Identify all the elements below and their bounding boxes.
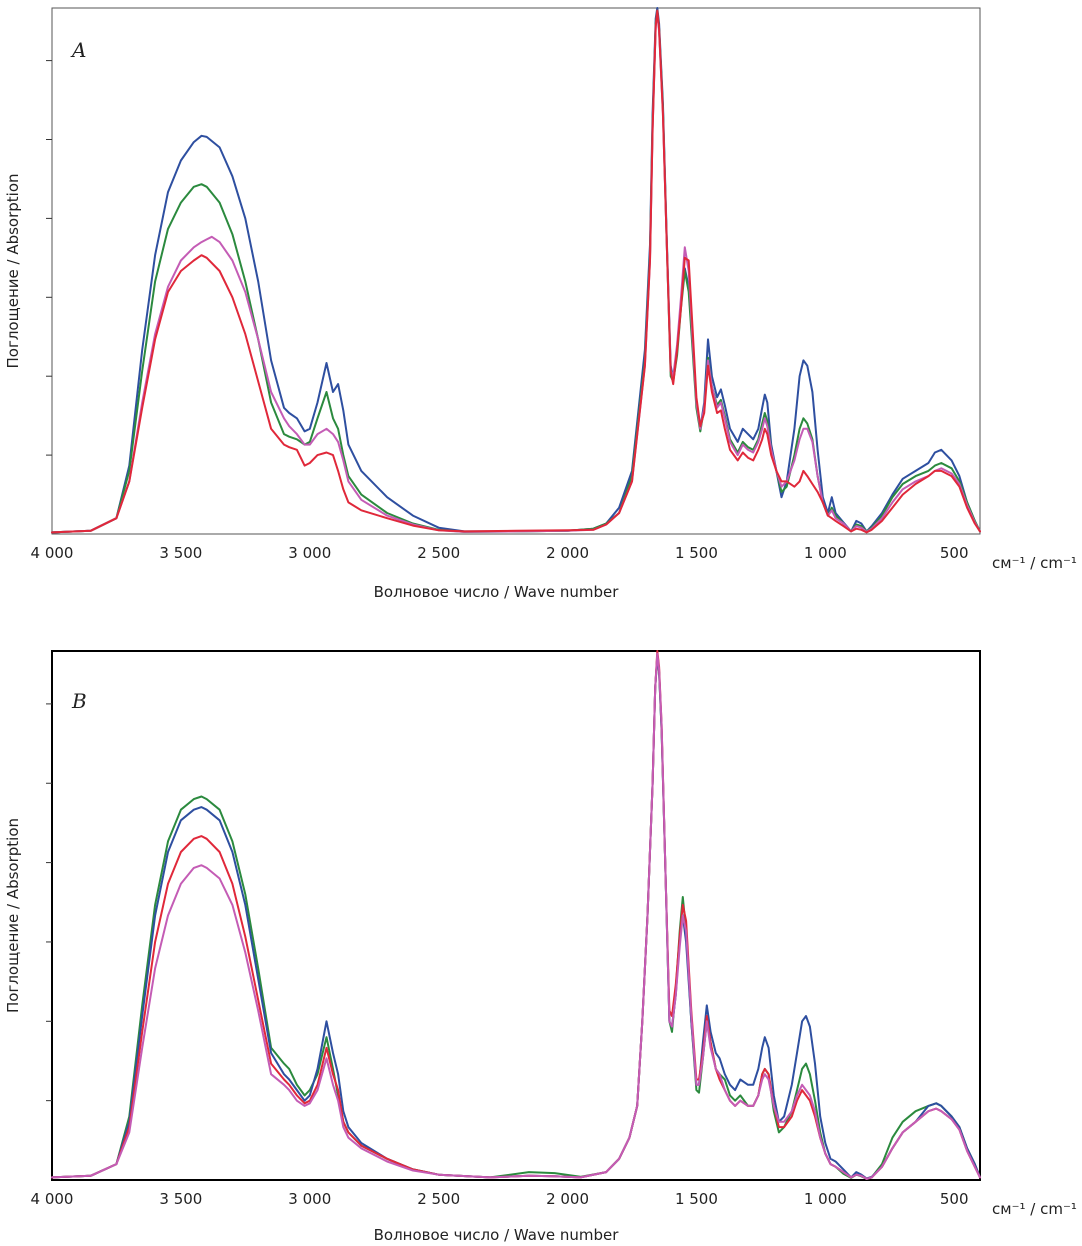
spectrum-line-3 xyxy=(51,12,981,534)
x-tick-label: 2 000 xyxy=(546,544,589,562)
x-tick-label: 1 000 xyxy=(804,544,847,562)
panel-b-chart: B 4 000 3 500 3 000 2 500 2 000 1 500 1 000 500… xyxy=(4,650,1077,1244)
x-tick-label: 4 000 xyxy=(31,544,74,562)
spectrum-line-2 xyxy=(51,655,981,1180)
x-axis-title: Волновое число / Wave number xyxy=(374,1226,620,1242)
y-axis-title: Поглощение / Absorption xyxy=(4,818,22,1013)
y-axis-title: Поглощение / Absorption xyxy=(4,173,22,368)
x-tick-label: 2 500 xyxy=(417,544,460,562)
x-tick-label: 3 000 xyxy=(288,1190,331,1208)
spectrum-line-2 xyxy=(51,9,981,534)
panel-b-label: B xyxy=(71,689,87,713)
x-tick-label: 1 500 xyxy=(675,544,718,562)
x-tick-label: 1 500 xyxy=(675,1190,718,1208)
x-tick-label: 500 xyxy=(940,1190,969,1208)
x-tick-label: 2 500 xyxy=(417,1190,460,1208)
x-axis-title: Волновое число / Wave number xyxy=(374,583,620,601)
x-tick-label: 500 xyxy=(940,544,969,562)
x-unit-label: см⁻¹ / cm⁻¹ xyxy=(992,1200,1077,1218)
spectrum-line-1 xyxy=(51,655,981,1180)
spectrum-line-1 xyxy=(51,7,981,534)
x-tick-label: 3 500 xyxy=(159,1190,202,1208)
x-tick-label: 4 000 xyxy=(31,1190,74,1208)
spectrum-line-4 xyxy=(51,652,981,1180)
plot-frame xyxy=(51,7,981,535)
x-unit-label: см⁻¹ / cm⁻¹ xyxy=(992,554,1077,572)
spectrum-line-3 xyxy=(51,650,981,1180)
x-tick-label: 3 500 xyxy=(159,544,202,562)
x-tick-label: 1 000 xyxy=(804,1190,847,1208)
spectrum-line-4 xyxy=(51,9,981,534)
panel-a-chart: A 4 000 3 500 3 000 2 500 2 000 1 500 1 000 500… xyxy=(4,7,1077,601)
plot-frame xyxy=(51,650,981,1181)
x-tick-label: 3 000 xyxy=(288,544,331,562)
panel-a-label: A xyxy=(70,38,86,62)
x-tick-label: 2 000 xyxy=(546,1190,589,1208)
